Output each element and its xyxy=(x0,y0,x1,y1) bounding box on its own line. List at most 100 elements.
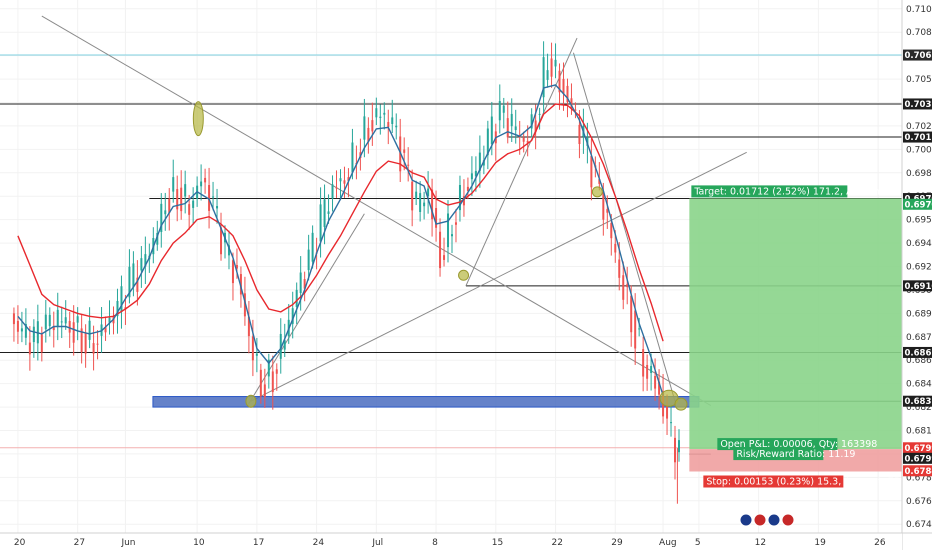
price-axis: 0.710000.708400.706800.705200.703600.702… xyxy=(901,0,932,550)
candle-body xyxy=(650,365,653,373)
candle-body xyxy=(411,181,414,211)
price-badge xyxy=(903,395,932,407)
candle-body xyxy=(299,272,302,294)
candle-body xyxy=(327,211,330,214)
price-badge xyxy=(903,280,932,292)
candle-body xyxy=(44,314,47,330)
ellipse-marker xyxy=(591,186,603,198)
price-tick-label: 0.68920 xyxy=(906,309,932,319)
price-badge xyxy=(903,346,932,358)
candle-body xyxy=(104,327,107,333)
candle-body xyxy=(367,127,370,142)
flag-circle xyxy=(767,513,781,527)
stop-label: Stop: 0.00153 (0.23%) 15.3, Amount: 750 xyxy=(706,477,906,488)
price-badge-label: 0.69705 xyxy=(905,200,932,210)
candle-body xyxy=(562,78,565,94)
candle-body xyxy=(231,260,234,284)
candle-body xyxy=(622,275,625,300)
candle-body xyxy=(658,381,661,395)
flag-circle xyxy=(781,513,795,527)
candle-body xyxy=(578,124,581,145)
candle-body xyxy=(347,177,350,181)
candle-body xyxy=(140,258,143,271)
price-badge xyxy=(903,198,932,210)
candle-body xyxy=(116,300,119,317)
candle-body xyxy=(470,173,473,180)
time-axis: 20 27 Jun 10 17 24 Jul 8 15 22 29 Aug 5 12 19 26 xyxy=(0,532,932,550)
candle-body xyxy=(243,293,246,317)
trend-line xyxy=(250,151,747,402)
time-tick-label: 8 xyxy=(432,538,438,548)
candle-body xyxy=(510,113,513,127)
candle-body xyxy=(630,295,633,333)
price-tick-label: 0.69400 xyxy=(906,239,932,249)
candle-body xyxy=(423,202,426,207)
flag-circle xyxy=(753,513,767,527)
candle-body xyxy=(84,333,87,354)
candle-body xyxy=(176,189,179,210)
candle-body xyxy=(431,189,434,220)
candle-body xyxy=(72,322,75,343)
candle-body xyxy=(654,375,657,389)
candle-body xyxy=(666,406,669,419)
candle-body xyxy=(498,101,501,121)
candle-body xyxy=(375,108,378,118)
candle-body xyxy=(542,57,545,98)
candle-body xyxy=(156,232,159,245)
candle-body xyxy=(32,326,35,343)
support-zone xyxy=(152,396,700,408)
price-badge-label: 0.68320 xyxy=(905,397,932,407)
candle-body xyxy=(351,142,354,173)
candle-body xyxy=(530,114,533,129)
ellipse-marker xyxy=(458,269,470,281)
flag-logo xyxy=(739,513,795,527)
zones xyxy=(152,396,700,408)
time-tick-label: 27 xyxy=(74,538,85,548)
candle-body xyxy=(56,309,59,327)
ellipse-markers xyxy=(192,101,688,411)
stop-label-bg xyxy=(703,475,844,488)
ellipse-marker xyxy=(245,394,257,408)
price-badge xyxy=(903,442,932,454)
candle-body xyxy=(387,122,390,128)
candle-body xyxy=(335,187,338,189)
candle-body xyxy=(216,206,219,209)
candle-body xyxy=(626,284,629,288)
candle-body xyxy=(60,321,63,323)
candle-body xyxy=(638,328,641,330)
candle-body xyxy=(379,116,382,118)
price-badge xyxy=(903,98,932,110)
price-badge-label: 0.68653 xyxy=(905,348,932,358)
candle-body xyxy=(20,328,23,332)
candle-body xyxy=(52,326,55,331)
candle-body xyxy=(164,210,167,215)
candle-body xyxy=(271,371,274,393)
candle-body xyxy=(12,313,15,325)
time-tick-label: Jul xyxy=(371,538,383,548)
candle-body xyxy=(490,116,493,145)
price-badge-label: 0.67999 xyxy=(905,444,932,454)
trend-line xyxy=(41,15,712,407)
time-tick-label: 22 xyxy=(552,538,563,548)
price-tick-label: 0.70840 xyxy=(906,28,932,38)
candle-body xyxy=(427,188,430,197)
price-badge xyxy=(903,49,932,61)
time-tick-label: 20 xyxy=(14,538,26,548)
target-zone xyxy=(689,198,902,450)
candle-body xyxy=(590,155,593,188)
candle-body xyxy=(670,422,673,424)
candle-body xyxy=(538,113,541,115)
candle-body xyxy=(40,334,43,352)
time-tick-label: 17 xyxy=(253,538,264,548)
time-tick-label: 29 xyxy=(611,538,623,548)
candle-body xyxy=(462,196,465,206)
candle-body xyxy=(550,58,553,77)
candle-body xyxy=(602,191,605,220)
ellipse-marker xyxy=(674,397,688,411)
candle-body xyxy=(610,223,613,239)
candle-body xyxy=(443,255,446,260)
price-badge-label: 0.69108 xyxy=(905,282,932,292)
time-axis-bg xyxy=(0,533,902,550)
candle-body xyxy=(606,209,609,213)
